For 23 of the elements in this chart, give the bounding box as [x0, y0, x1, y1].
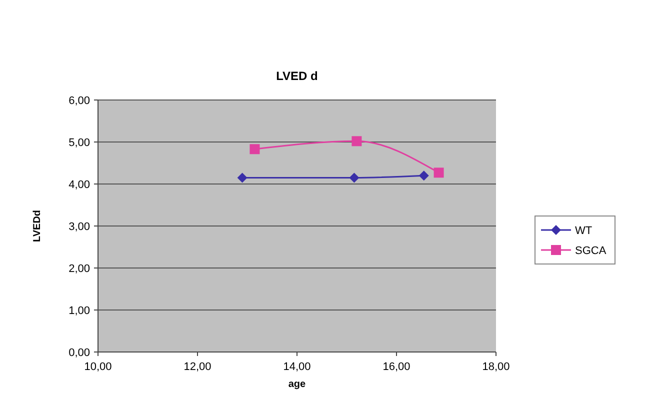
y-tick-label: 3,00: [68, 221, 90, 233]
point: [352, 136, 362, 146]
x-tick-label: 12,00: [184, 361, 212, 373]
y-tick-label: 5,00: [68, 137, 90, 149]
y-tick-label: 6,00: [68, 95, 90, 107]
y-tick-label: 4,00: [68, 179, 90, 191]
point: [349, 172, 360, 183]
x-tick-label: 18,00: [482, 361, 510, 373]
point: [250, 144, 260, 154]
y-tick-label: 0,00: [68, 347, 90, 359]
legend-label: SGCA: [575, 245, 607, 257]
x-tick-label: 14,00: [283, 361, 311, 373]
point: [434, 168, 444, 178]
legend-label: WT: [575, 225, 592, 237]
point: [237, 172, 248, 183]
point: [418, 170, 429, 181]
x-axis-title: age: [288, 379, 306, 390]
x-tick-label: 16,00: [382, 361, 410, 373]
x-tick-label: 10,00: [84, 361, 112, 373]
y-axis-title: LVEDd: [32, 210, 43, 242]
chart-title: LVED d: [276, 69, 318, 83]
y-tick-label: 2,00: [68, 263, 90, 275]
y-tick-label: 1,00: [68, 305, 90, 317]
